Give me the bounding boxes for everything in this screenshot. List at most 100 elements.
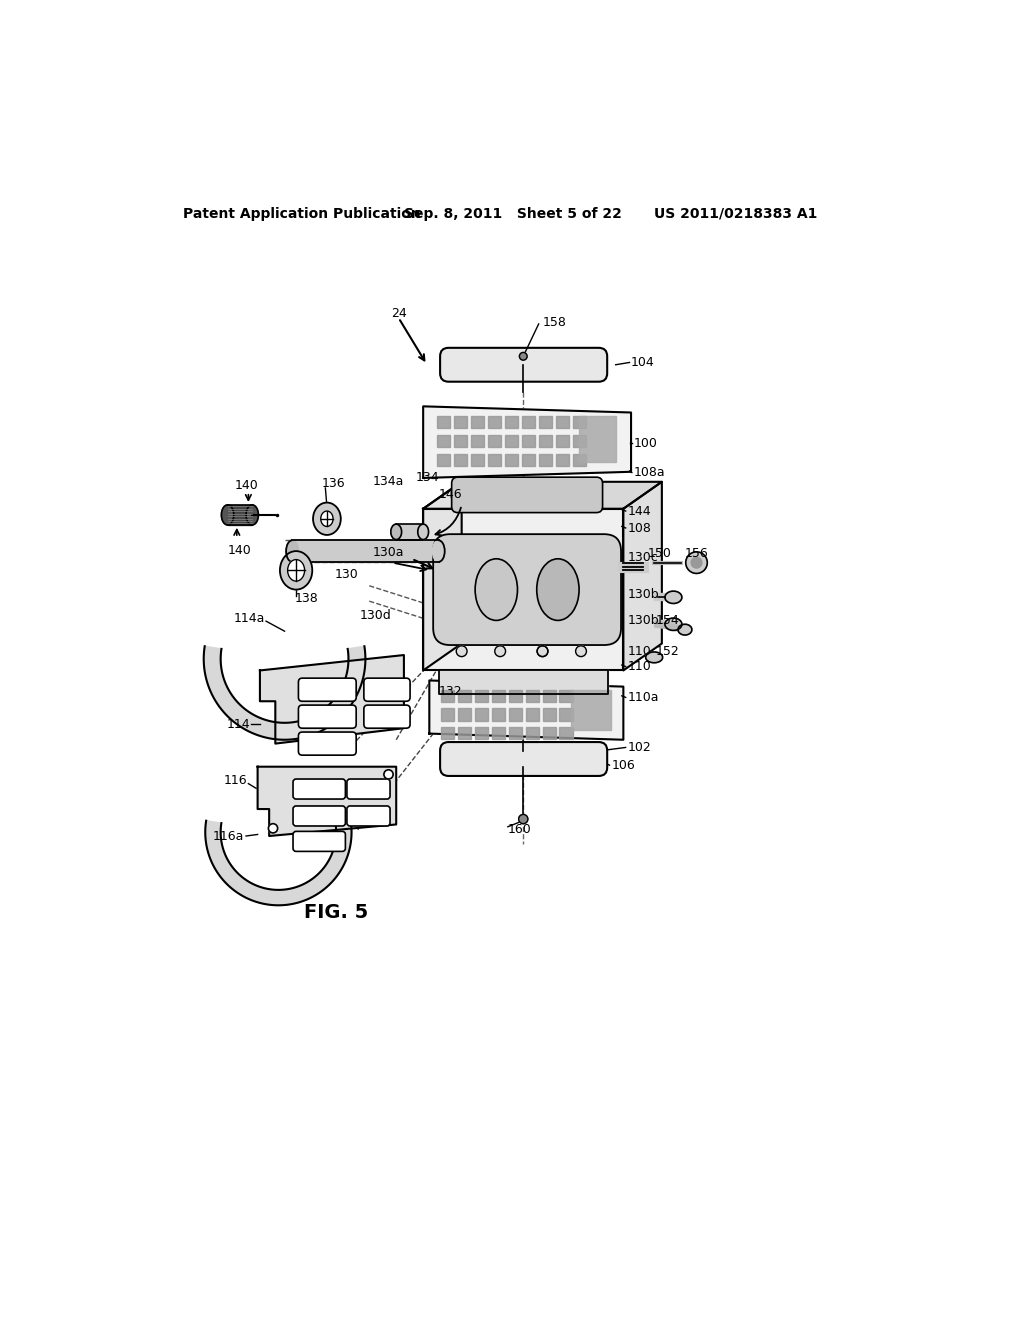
Bar	[525, 726, 539, 739]
Text: 152: 152	[655, 644, 680, 657]
Bar	[437, 434, 451, 447]
Circle shape	[538, 645, 548, 656]
FancyBboxPatch shape	[347, 807, 390, 826]
Polygon shape	[423, 407, 631, 478]
FancyBboxPatch shape	[293, 832, 345, 851]
Bar	[521, 454, 535, 466]
Bar	[556, 416, 568, 428]
Bar	[458, 689, 471, 702]
Bar	[559, 689, 572, 702]
Circle shape	[686, 552, 708, 573]
Bar	[559, 708, 572, 721]
FancyBboxPatch shape	[452, 478, 602, 512]
Circle shape	[495, 645, 506, 656]
Circle shape	[538, 645, 548, 656]
Text: 138: 138	[295, 593, 318, 606]
Text: 140: 140	[234, 479, 258, 492]
Circle shape	[519, 352, 527, 360]
Text: 100: 100	[634, 437, 657, 450]
Text: Patent Application Publication: Patent Application Publication	[183, 207, 421, 220]
Ellipse shape	[221, 506, 233, 525]
Bar	[539, 416, 552, 428]
Ellipse shape	[678, 624, 692, 635]
Text: Sep. 8, 2011   Sheet 5 of 22: Sep. 8, 2011 Sheet 5 of 22	[403, 207, 622, 220]
Bar	[475, 689, 487, 702]
FancyBboxPatch shape	[298, 705, 356, 729]
Ellipse shape	[280, 552, 312, 590]
Bar	[492, 689, 505, 702]
Text: 134a: 134a	[373, 475, 404, 488]
Text: 110: 110	[628, 660, 651, 673]
Circle shape	[575, 645, 587, 656]
Text: 130a: 130a	[373, 546, 404, 560]
Ellipse shape	[665, 591, 682, 603]
FancyBboxPatch shape	[440, 742, 607, 776]
Bar	[521, 434, 535, 447]
Text: 136: 136	[322, 477, 345, 490]
Bar	[509, 726, 521, 739]
Ellipse shape	[286, 540, 298, 562]
FancyBboxPatch shape	[364, 678, 410, 701]
Text: 130b: 130b	[628, 614, 658, 627]
Polygon shape	[205, 821, 351, 906]
Polygon shape	[423, 482, 462, 671]
Bar	[471, 454, 484, 466]
FancyBboxPatch shape	[433, 535, 621, 645]
Polygon shape	[260, 655, 403, 743]
Polygon shape	[438, 671, 608, 693]
Text: 108a: 108a	[634, 466, 665, 479]
Bar	[572, 416, 586, 428]
Bar	[454, 434, 467, 447]
Text: US 2011/0218383 A1: US 2011/0218383 A1	[654, 207, 817, 220]
Bar	[437, 454, 451, 466]
Bar	[509, 708, 521, 721]
Polygon shape	[429, 681, 624, 739]
Bar	[509, 689, 521, 702]
Bar	[579, 416, 615, 462]
Text: 158: 158	[543, 315, 566, 329]
Bar	[227, 506, 252, 525]
Text: 156: 156	[685, 546, 709, 560]
Text: 130b: 130b	[628, 589, 658, 602]
FancyBboxPatch shape	[298, 733, 356, 755]
Bar	[556, 434, 568, 447]
Bar	[458, 726, 471, 739]
Ellipse shape	[288, 560, 304, 581]
Ellipse shape	[391, 524, 401, 540]
Bar	[292, 540, 438, 562]
Bar	[543, 689, 556, 702]
FancyBboxPatch shape	[293, 779, 345, 799]
Bar	[475, 726, 487, 739]
FancyBboxPatch shape	[298, 678, 356, 701]
Bar	[525, 708, 539, 721]
Text: 114a: 114a	[233, 611, 265, 624]
Circle shape	[268, 824, 278, 833]
Ellipse shape	[246, 506, 258, 525]
Bar	[471, 416, 484, 428]
Bar	[454, 416, 467, 428]
Text: 108: 108	[628, 521, 651, 535]
Text: 150: 150	[648, 546, 672, 560]
Bar	[441, 708, 454, 721]
Bar	[492, 708, 505, 721]
Text: 146: 146	[438, 488, 462, 502]
Circle shape	[518, 814, 528, 824]
Text: 114: 114	[226, 718, 250, 731]
Text: 102: 102	[628, 741, 651, 754]
Ellipse shape	[432, 540, 444, 562]
Text: 154: 154	[655, 614, 680, 627]
Polygon shape	[624, 482, 662, 671]
Ellipse shape	[665, 618, 682, 631]
Bar	[539, 454, 552, 466]
Polygon shape	[204, 647, 366, 739]
Bar	[487, 434, 501, 447]
Bar	[475, 708, 487, 721]
Bar	[505, 454, 518, 466]
Ellipse shape	[313, 503, 341, 535]
Circle shape	[691, 557, 701, 568]
Bar	[543, 726, 556, 739]
Text: 116: 116	[224, 774, 248, 787]
Bar	[571, 689, 611, 730]
Text: 130: 130	[335, 568, 358, 581]
Bar	[492, 726, 505, 739]
